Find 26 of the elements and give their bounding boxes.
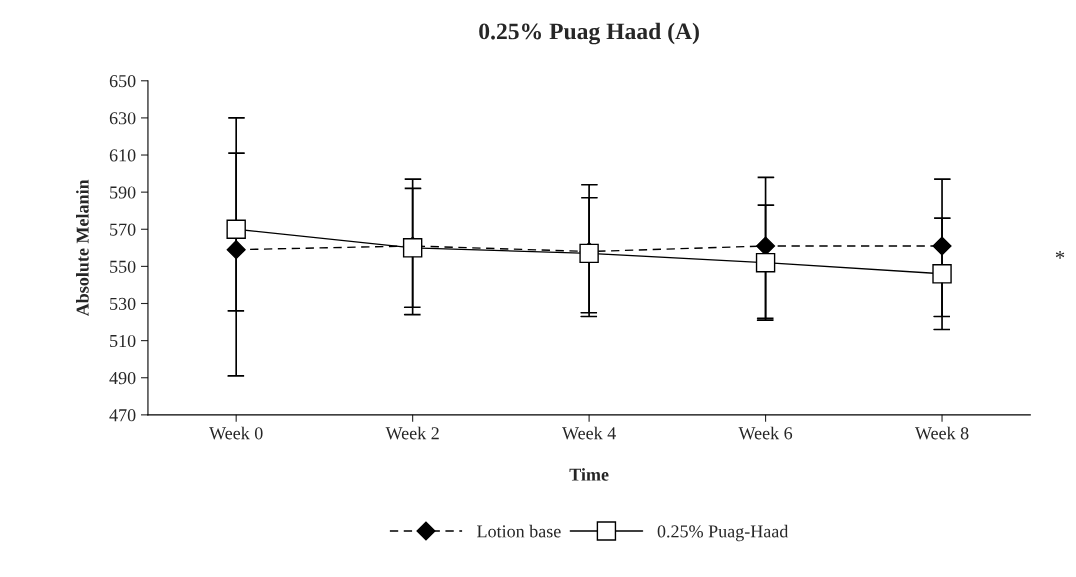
legend-label: 0.25% Puag-Haad — [657, 524, 789, 542]
y-tick-label: 490 — [109, 372, 136, 385]
y-tick-label: 470 — [109, 409, 136, 422]
point — [932, 236, 952, 256]
x-tick-label: Week 0 — [209, 426, 263, 440]
point — [755, 252, 776, 273]
legend-label: Lotion base — [477, 524, 561, 538]
x-axis-title: Time — [569, 468, 609, 481]
x-tick-label: Week 4 — [562, 426, 616, 440]
y-axis-title: Absolute Melanin — [76, 179, 89, 317]
y-tick-label: 510 — [110, 334, 136, 348]
x-tick-label: Week 8 — [914, 426, 969, 440]
y-tick-label: 630 — [109, 112, 136, 125]
text: * — [1055, 251, 1065, 259]
point — [226, 240, 246, 260]
y-tick-label: 570 — [110, 223, 136, 236]
x-tick-label: Week 2 — [385, 426, 439, 440]
y-tick-label: 530 — [110, 297, 136, 310]
y-tick-label: 650 — [109, 75, 136, 88]
x-tick-label: Week 6 — [738, 426, 793, 440]
point — [932, 264, 952, 284]
chart-title: 0.25% Puag Haad (A) — [479, 22, 699, 45]
y-tick-label: 590 — [110, 186, 136, 199]
y-tick-label: 550 — [110, 260, 136, 273]
point — [756, 236, 776, 256]
y-tick-label: 610 — [109, 149, 136, 162]
